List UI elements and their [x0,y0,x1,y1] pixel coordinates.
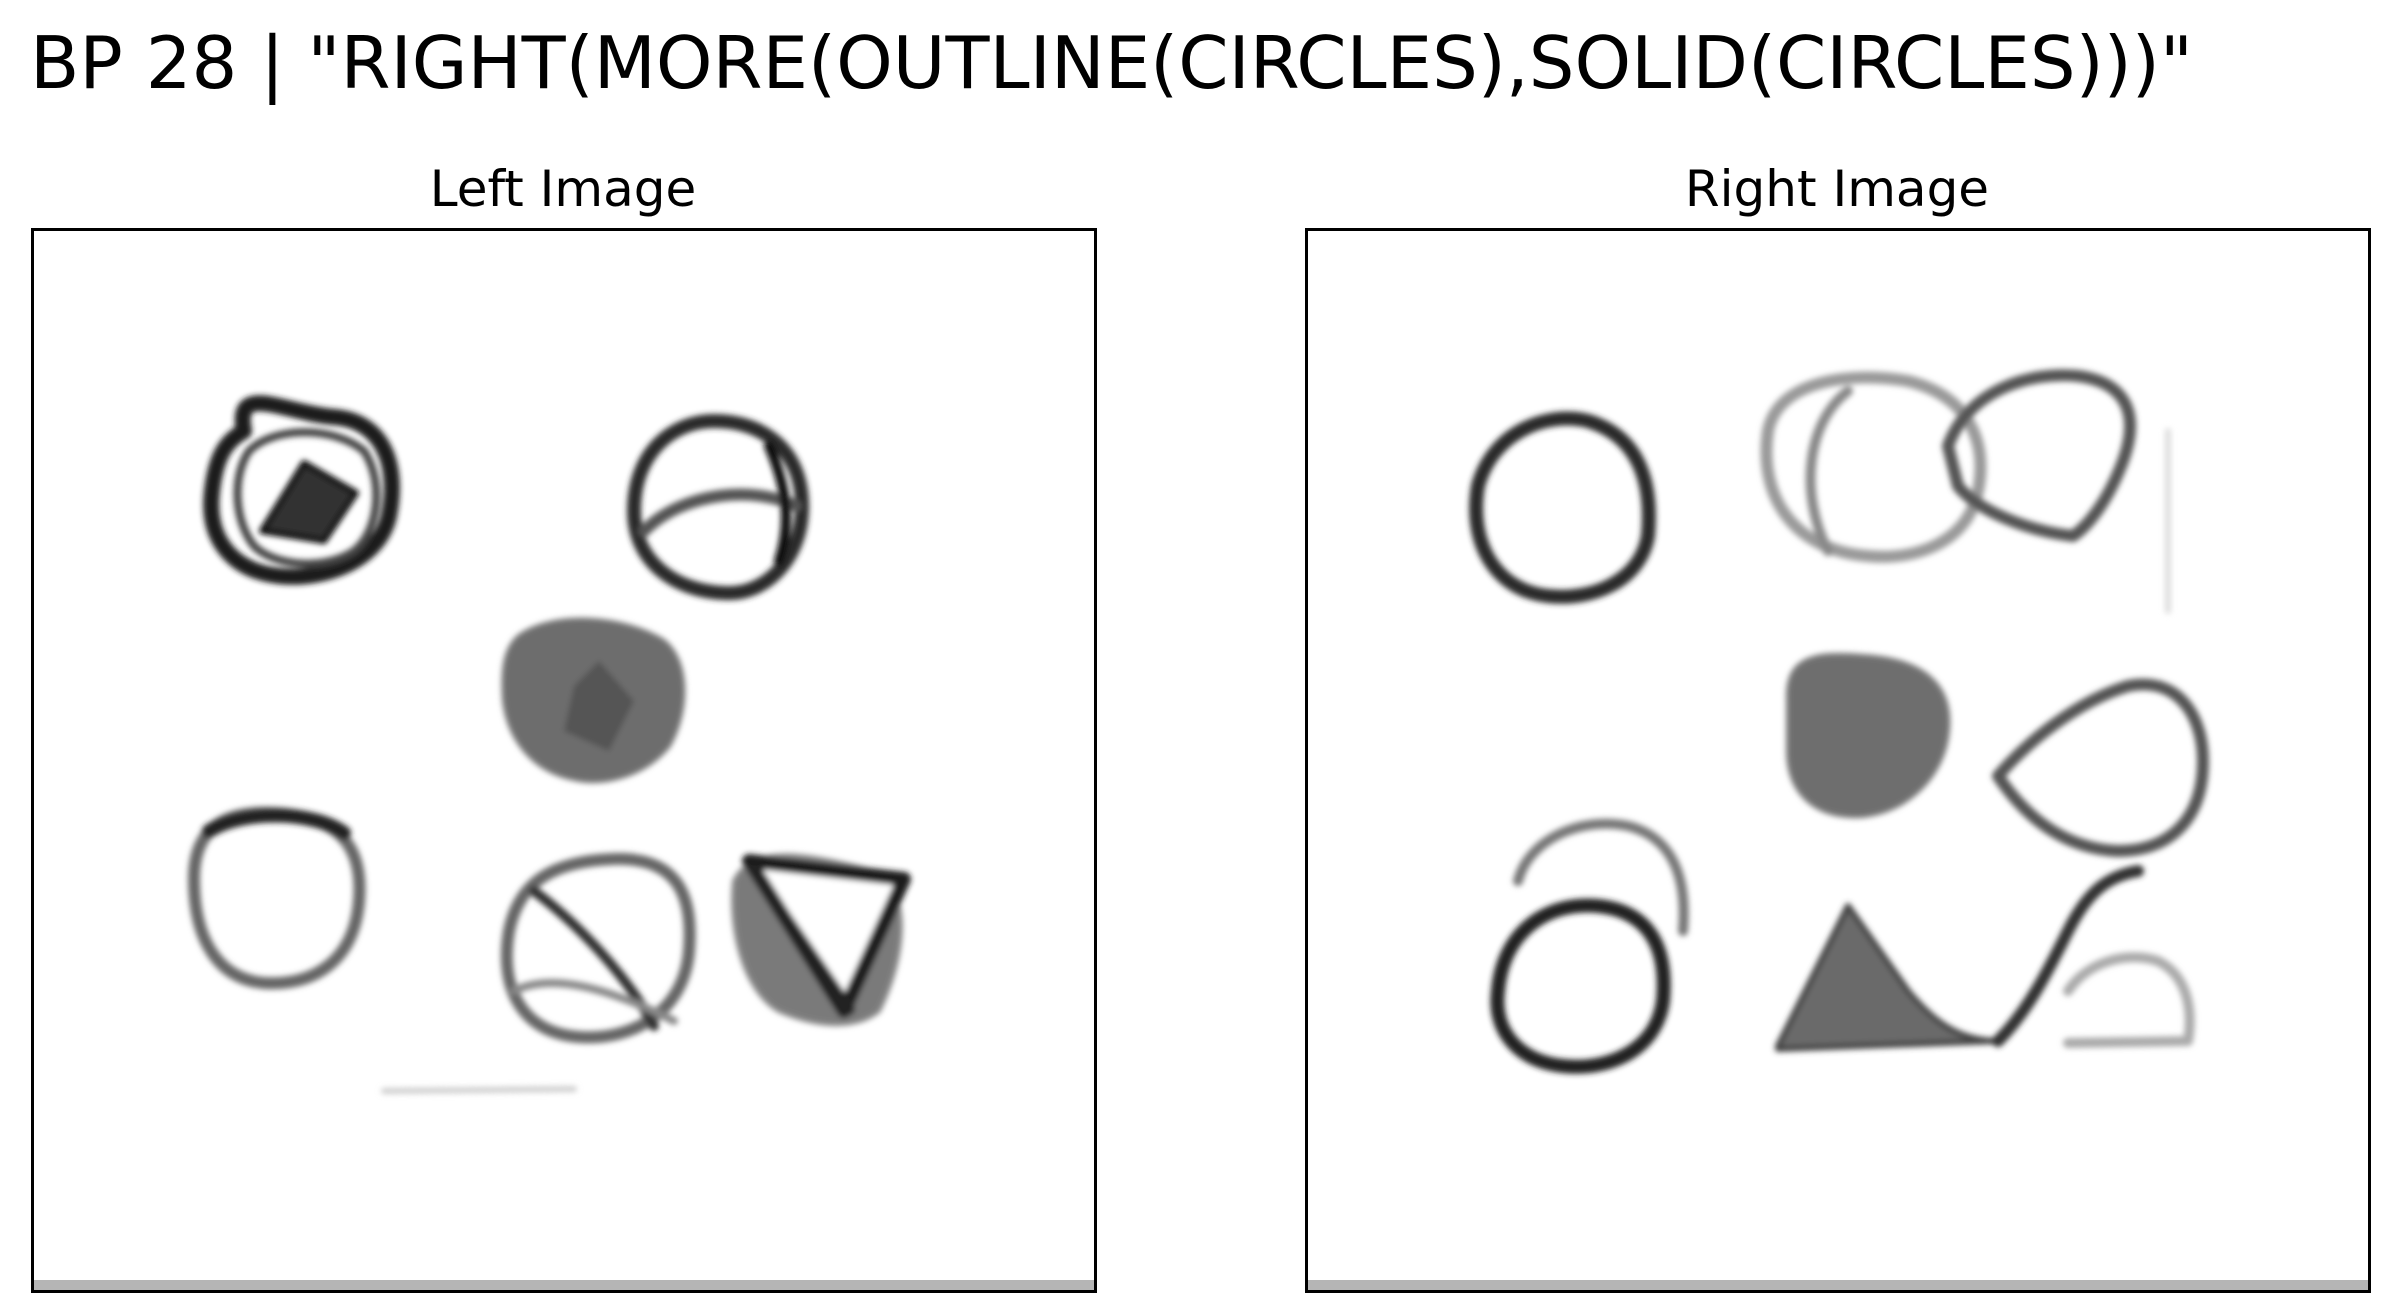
left-image-panel [31,228,1097,1293]
right-shape-solid-blob [1785,652,1951,819]
right-image-panel [1305,228,2371,1293]
right-shape-outline-teardrop [1992,678,2209,857]
left-shape-solid-blob [501,617,686,784]
left-panel-title: Left Image [429,160,697,218]
right-shape-solid-triangle [1775,903,2001,1052]
figure-title: BP 28 | "RIGHT(MORE(OUTLINE(CIRCLES),SOL… [30,21,2193,105]
left-faint-line [381,1086,577,1094]
left-shape-outline-circle-top-right [627,414,810,601]
right-shape-outline-curve [1992,865,2195,1048]
left-shape-circle-diamond [203,395,400,585]
right-shape-overlapping-circles [1760,369,2137,563]
right-shape-outline-circles-bottom-left [1490,818,1689,1074]
right-shape-outline-circle-top-left [1469,411,1656,604]
left-shape-triangle-in-circle [731,853,911,1027]
left-shape-outline-circle-bottom-left [188,806,366,990]
right-image-drawing [1308,369,2368,1290]
left-bottom-strip [34,1280,1094,1290]
right-bottom-strip [1308,1280,2368,1290]
left-image-drawing [34,395,1094,1290]
left-shape-outline-circle-bottom-middle [500,852,696,1044]
right-panel-title: Right Image [1684,160,1990,218]
